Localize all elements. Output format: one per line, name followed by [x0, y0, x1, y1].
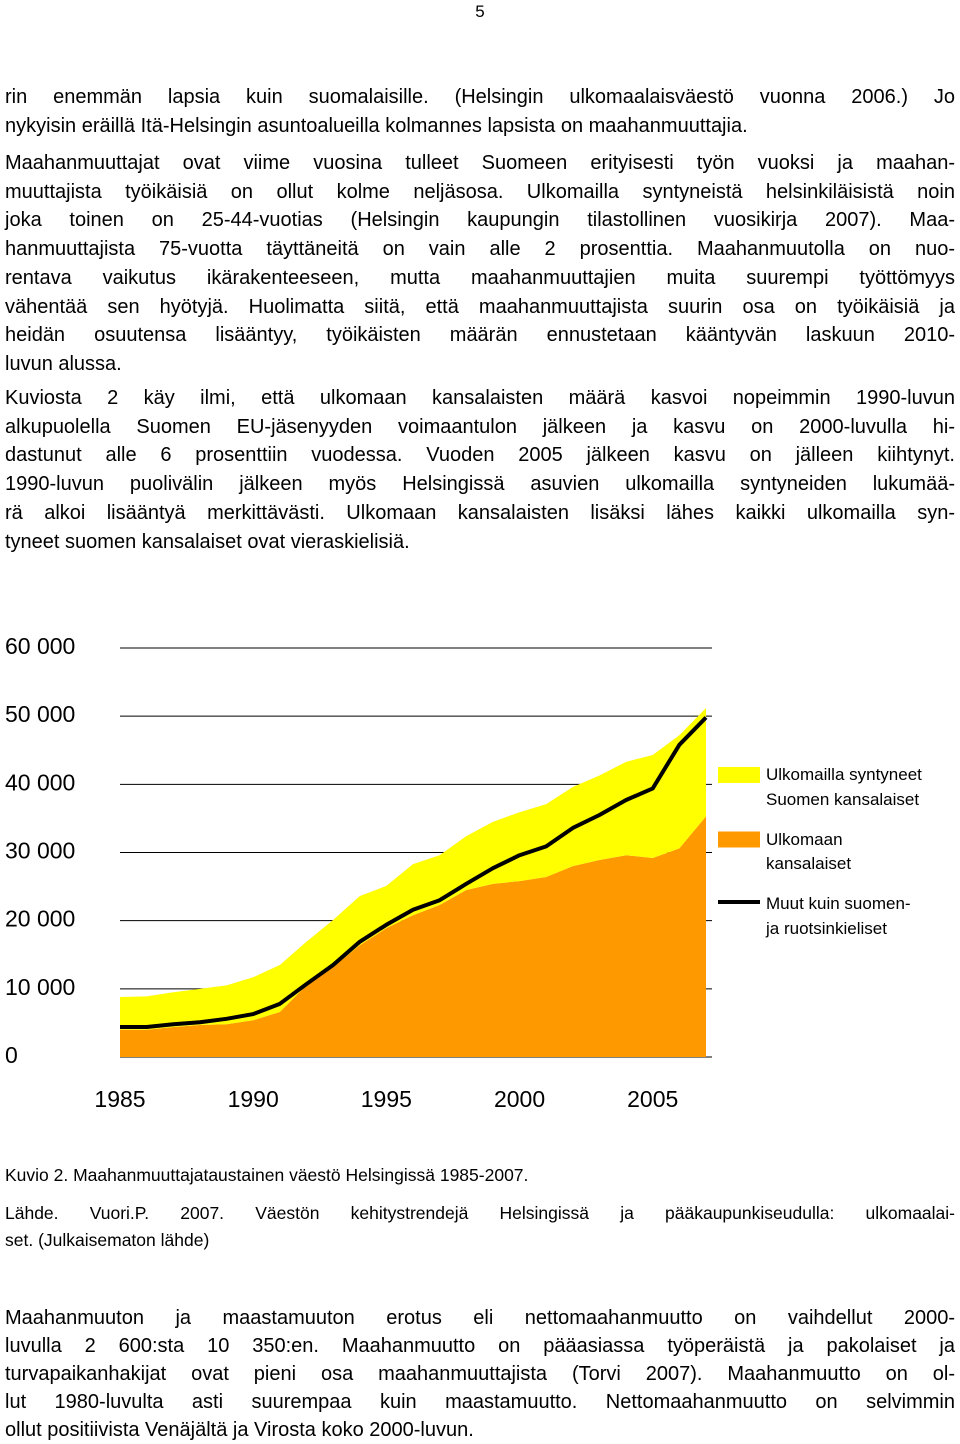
y-tick-label: 0 [5, 1042, 18, 1068]
x-tick-label: 1995 [361, 1086, 412, 1112]
text-line: rin enemmän lapsia kuin suomalaisille. (… [5, 86, 955, 108]
text-line: hanmuuttajista 75-vuotta täyttäneitä on … [5, 238, 955, 261]
text-line: ollut positiivista Venäjältä ja Virosta … [5, 1419, 474, 1442]
text-line: luvulla 2 600:sta 10 350:en. Maahanmuutt… [5, 1335, 955, 1358]
text-line: muuttajista työikäisiä on ollut kolme ne… [5, 180, 955, 203]
text-line: dastunut alle 6 prosenttiin vuodessa. Vu… [5, 444, 955, 467]
text-line: turvapaikanhakijat ovat pieni osa maahan… [5, 1363, 955, 1386]
area [120, 707, 706, 1030]
legend-swatch [718, 767, 760, 783]
text-line: Maahanmuuton ja maastamuuton erotus eli … [5, 1307, 955, 1329]
x-tick-label: 1985 [94, 1086, 145, 1112]
x-tick-label: 2000 [494, 1086, 545, 1112]
text-line: vähentää sen hyötyjä. Huolimatta siitä, … [5, 295, 955, 318]
text-line: joka toinen on 25-44-vuotias (Helsingin … [5, 209, 955, 232]
y-tick-label: 50 000 [5, 701, 75, 727]
legend-label: Muut kuin suomen- ja ruotsinkieliset [766, 894, 911, 938]
text-line: nykyisin eräillä Itä-Helsingin asuntoalu… [5, 114, 748, 137]
area [120, 816, 706, 1057]
caption: Kuvio 2. Maahanmuuttajataustainen väestö… [5, 1165, 529, 1185]
source-line: set. (Julkaisematon lähde) [5, 1230, 210, 1250]
text-line: tyneet suomen kansalaiset ovat vieraskie… [5, 530, 410, 553]
page-number: 5 [475, 2, 485, 21]
text-line: rentava vaikutus ikärakenteeseen, mutta … [5, 266, 955, 289]
x-tick-label: 1990 [228, 1086, 279, 1112]
text-line: alkupuolella Suomen EU-jäsenyyden voimaa… [5, 415, 955, 438]
text-line: lut 1980-luvulta asti suurempaa kuin maa… [5, 1391, 955, 1414]
line [120, 716, 708, 1030]
text-line: heidän osuutensa lisääntyy, työikäisten … [5, 324, 955, 347]
y-tick-label: 60 000 [5, 633, 75, 659]
legend-label: Ulkomailla syntyneet Suomen kansalaiset [766, 765, 922, 809]
text-line: Kuviosta 2 käy ilmi, että ulkomaan kansa… [5, 387, 955, 409]
legend-swatch [718, 831, 760, 848]
text-line: Maahanmuuttajat ovat viime vuosina tulle… [5, 152, 955, 174]
y-tick-label: 40 000 [5, 769, 75, 795]
text-line: 1990-luvun puolivälin jälkeen myös Helsi… [5, 473, 955, 496]
legend-label: Ulkomaan kansalaiset [766, 829, 852, 874]
text-line: rä alkoi lisääntyä merkittävästi. Ulkoma… [5, 501, 955, 524]
x-tick-label: 2005 [627, 1086, 678, 1112]
y-tick-label: 30 000 [5, 838, 75, 864]
y-tick-label: 20 000 [5, 906, 75, 932]
y-tick-label: 10 000 [5, 974, 75, 1000]
text-line: luvun alussa. [5, 352, 122, 375]
source-line: Lähde. Vuori.P. 2007. Väestön kehitystre… [5, 1203, 955, 1223]
